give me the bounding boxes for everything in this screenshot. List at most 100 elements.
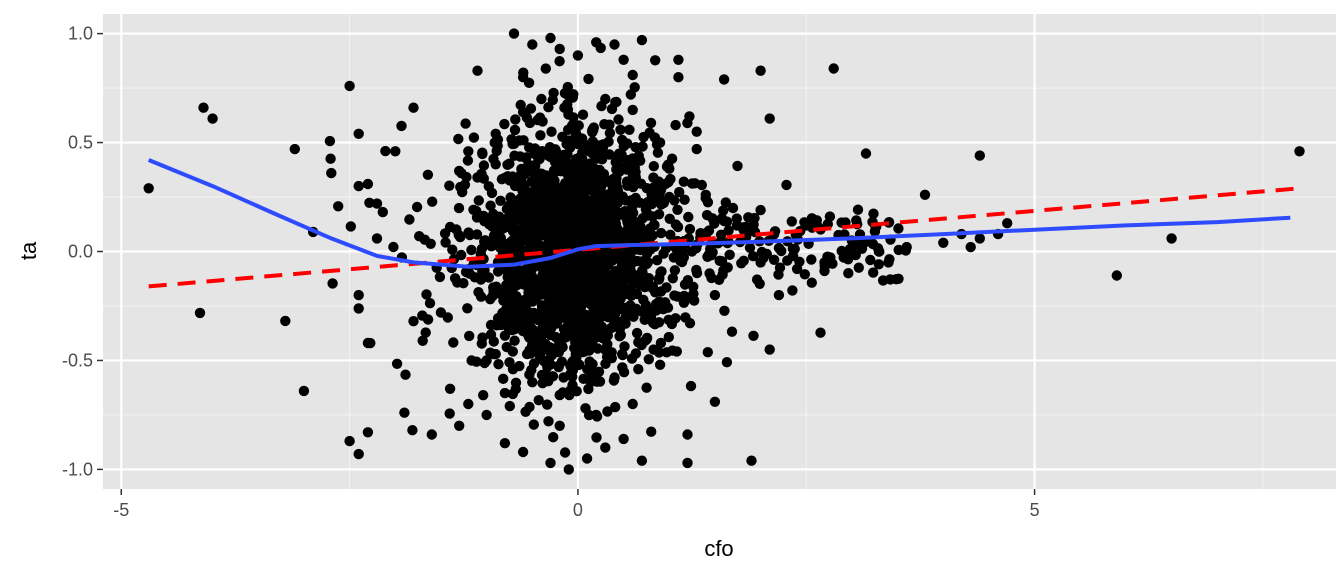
data-point <box>684 223 696 235</box>
data-point <box>364 197 375 208</box>
data-point <box>754 278 765 289</box>
loess-fit-line <box>147 158 1291 269</box>
data-point <box>587 127 598 138</box>
data-point <box>654 137 666 148</box>
data-point <box>540 63 551 74</box>
data-point <box>787 285 798 296</box>
data-point <box>661 282 672 293</box>
data-point <box>491 145 502 157</box>
data-point <box>488 230 500 241</box>
data-point <box>543 416 554 427</box>
data-point <box>877 275 889 286</box>
data-point <box>461 171 472 183</box>
data-point <box>645 311 657 323</box>
data-point <box>557 387 568 398</box>
data-point <box>585 372 596 384</box>
data-point <box>632 224 643 235</box>
data-point <box>838 252 849 263</box>
data-point <box>289 143 300 155</box>
data-point <box>801 220 812 231</box>
data-point <box>525 103 537 114</box>
data-point <box>207 113 218 124</box>
data-point <box>655 337 667 349</box>
data-point <box>641 332 653 344</box>
data-point <box>554 56 565 67</box>
data-point <box>453 133 464 145</box>
data-point <box>462 303 473 314</box>
data-point <box>627 181 639 193</box>
data-point <box>545 457 556 469</box>
data-point <box>550 145 562 157</box>
data-point <box>806 213 818 224</box>
data-point <box>477 148 488 160</box>
data-point <box>536 279 547 290</box>
data-point <box>548 432 559 443</box>
x-axis: -5 0 5 <box>113 489 1040 520</box>
data-point <box>919 189 931 200</box>
data-point <box>489 137 500 148</box>
data-point <box>485 200 496 211</box>
data-point <box>602 406 613 417</box>
data-point <box>631 288 643 300</box>
data-point <box>806 277 817 288</box>
data-point <box>700 189 711 200</box>
data-point <box>627 200 638 212</box>
data-point <box>615 124 626 135</box>
data-point <box>1294 146 1305 157</box>
data-point <box>659 297 671 308</box>
data-point <box>530 159 541 171</box>
data-point <box>536 93 547 105</box>
data-point <box>601 251 612 262</box>
data-point <box>615 293 626 304</box>
data-point <box>388 241 399 253</box>
data-point <box>592 213 603 225</box>
data-point <box>488 282 499 293</box>
data-point <box>691 143 702 155</box>
data-point <box>520 152 531 163</box>
data-point <box>421 289 432 300</box>
data-point <box>682 457 693 469</box>
data-point <box>608 375 620 386</box>
data-point <box>665 173 676 185</box>
data-point <box>664 163 675 174</box>
data-point <box>567 356 578 368</box>
data-point <box>524 142 535 153</box>
data-point <box>531 291 542 303</box>
data-point <box>535 130 546 141</box>
data-point <box>424 298 436 309</box>
data-point <box>641 258 652 270</box>
data-point <box>637 141 648 152</box>
data-point <box>672 291 683 302</box>
data-point <box>664 213 675 224</box>
data-point <box>773 289 785 301</box>
data-point <box>704 268 715 279</box>
data-point <box>732 160 743 172</box>
data-point <box>620 318 631 329</box>
data-point <box>444 383 456 394</box>
data-point <box>459 179 471 190</box>
data-point <box>1111 270 1123 281</box>
data-point <box>609 39 620 50</box>
data-point <box>689 178 700 189</box>
data-point <box>883 257 894 268</box>
data-point <box>420 327 431 338</box>
data-point <box>665 229 676 240</box>
data-point <box>868 267 879 278</box>
data-point <box>456 249 467 261</box>
data-point <box>627 104 638 116</box>
data-point <box>506 134 517 145</box>
data-point <box>411 201 423 213</box>
data-point <box>676 254 687 265</box>
data-point <box>572 153 583 165</box>
x-tick-label: -5 <box>113 500 129 520</box>
x-tick-label: 0 <box>573 500 583 520</box>
data-point <box>560 332 572 343</box>
data-point <box>486 187 498 199</box>
data-point <box>684 318 696 329</box>
data-point <box>501 317 512 328</box>
data-point <box>517 446 529 458</box>
data-point <box>472 65 483 76</box>
data-point <box>605 301 617 313</box>
data-point <box>640 204 652 215</box>
